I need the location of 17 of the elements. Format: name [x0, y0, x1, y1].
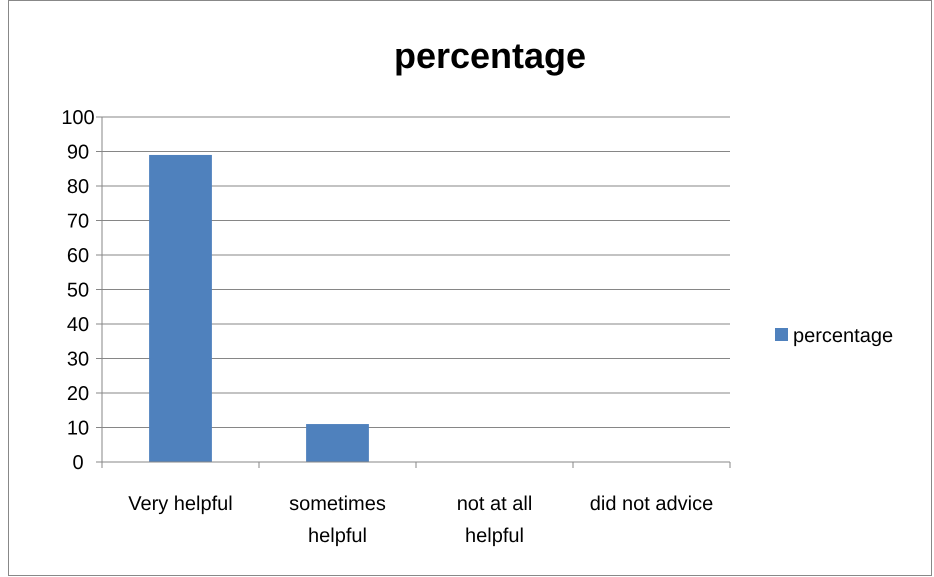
x-tick-label: not at all helpful [456, 493, 532, 547]
y-tick-label: 50 [66, 280, 90, 302]
y-tick-label: 10 [66, 418, 90, 440]
chart-title: percentage [394, 35, 586, 76]
y-tick-label: 90 [66, 142, 90, 164]
y-tick-label: 20 [66, 383, 90, 405]
x-tick-label: Very helpful [128, 493, 233, 515]
x-tick-label: sometimes helpful [289, 493, 386, 547]
y-tick-label: 40 [66, 314, 90, 336]
legend-label: percentage [793, 325, 894, 347]
x-tick-label: did not advice [590, 493, 714, 515]
y-tick-label: 60 [66, 245, 90, 267]
y-tick-label: 30 [66, 348, 90, 370]
y-tick-label: 0 [72, 452, 84, 474]
y-tick-label: 80 [66, 176, 90, 198]
y-tick-label: 70 [66, 210, 90, 232]
y-tick-label: 100 [61, 107, 95, 129]
